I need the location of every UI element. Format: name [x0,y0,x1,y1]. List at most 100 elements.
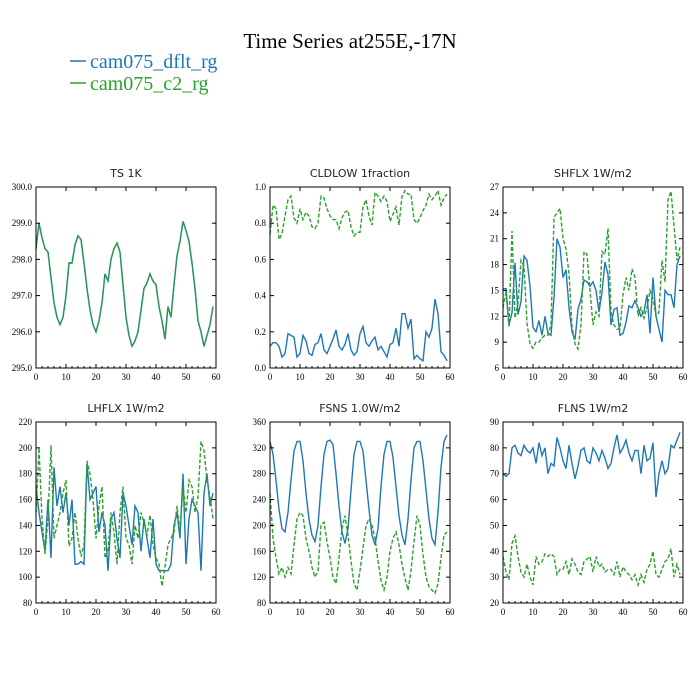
series-line-2 [502,533,681,588]
x-tick-label: 0 [34,607,39,617]
series-line-1 [35,221,214,349]
x-tick-label: 60 [446,607,456,617]
x-tick-label: 30 [122,372,132,382]
y-tick-label: 24 [490,208,500,218]
y-tick-label: 100 [19,572,33,582]
legend: cam075_dflt_rg cam075_c2_rg [70,51,217,95]
y-tick-label: 0.2 [255,327,266,337]
x-tick-label: 10 [529,372,539,382]
x-tick-label: 50 [182,607,192,617]
x-tick-label: 20 [326,607,336,617]
x-tick-label: 20 [92,607,102,617]
x-tick-label: 40 [619,372,629,382]
y-tick-label: 90 [490,417,500,427]
series-line-2 [35,441,214,587]
y-tick-label: 300.0 [12,182,33,192]
x-tick-label: 40 [619,607,629,617]
plot-frame [269,421,451,604]
y-tick-label: 120 [19,546,33,556]
legend-label-c2: cam075_c2_rg [90,73,209,95]
x-tick-label: 0 [268,372,273,382]
y-tick-label: 220 [19,417,33,427]
x-tick-label: 20 [92,372,102,382]
series-line-2 [269,493,448,595]
y-tick-label: 27 [490,182,500,192]
panel-3: SHFLX 1W/m2 0 10 20 30 40 50 60 6 9 12 15 18 21 24 27 [490,167,688,382]
x-tick-label: 30 [356,607,366,617]
x-tick-label: 50 [416,607,426,617]
y-tick-label: 0.8 [255,218,267,228]
series-line-2 [502,191,681,352]
y-tick-label: 297.0 [12,291,33,301]
y-tick-label: 299.0 [12,218,33,228]
x-tick-label: 30 [356,372,366,382]
y-tick-label: 296.0 [12,327,33,337]
x-tick-label: 10 [62,607,72,617]
x-tick-label: 10 [296,607,306,617]
panel-title: TS 1K [109,167,142,180]
y-tick-label: 0.0 [255,363,267,373]
y-tick-label: 140 [19,520,33,530]
x-tick-label: 30 [122,607,132,617]
y-tick-label: 160 [253,546,267,556]
y-tick-label: 240 [253,495,267,505]
panel-4: LHFLX 1W/m2 0 10 20 30 40 50 60 80 100 120 140 160 18… [19,402,222,617]
y-tick-label: 320 [253,443,267,453]
figure-title: Time Series at255E,-17N [243,29,456,53]
series-line-1 [269,299,448,362]
y-tick-label: 50 [490,520,500,530]
x-tick-label: 50 [649,607,659,617]
y-tick-label: 0.4 [255,291,267,301]
panel-title: LHFLX 1W/m2 [87,402,164,415]
panel-title: SHFLX 1W/m2 [554,167,632,180]
x-tick-label: 30 [589,607,599,617]
x-tick-label: 60 [212,372,222,382]
x-tick-label: 50 [416,372,426,382]
series-line-1 [502,432,681,498]
panel-5: FSNS 1.0W/m2 0 10 20 30 40 50 60 80 120 160 200 240 2… [253,402,456,617]
y-tick-label: 20 [490,598,500,608]
plot-frame [35,186,217,369]
panels-grid: TS 1K0 10 20 30 40 50 60295.0296.0297.0298.029… [12,167,688,617]
panel-2: CLDLOW 1fraction 0 10 20 30 40 50 60 0.0 0.2 0.4 0.… [255,167,455,382]
x-tick-label: 0 [501,372,506,382]
panel-1: TS 1K 0 10 20 30 40 50 60 295.0 296.0 297.0 298.0 29… [12,167,221,382]
series-line-1 [503,238,681,343]
x-tick-label: 60 [679,607,689,617]
y-tick-label: 15 [490,285,500,295]
x-tick-label: 30 [589,372,599,382]
x-tick-label: 40 [386,372,396,382]
series-line-2 [35,221,214,349]
x-tick-label: 40 [152,607,162,617]
x-tick-label: 10 [296,372,306,382]
y-tick-label: 40 [490,546,500,556]
panel-title: CLDLOW 1fraction [310,167,410,180]
y-tick-label: 200 [19,443,33,453]
y-tick-label: 160 [19,495,33,505]
y-tick-label: 0.6 [255,254,267,264]
panel-title: FLNS 1W/m2 [558,402,628,415]
y-tick-label: 180 [19,469,33,479]
y-tick-label: 280 [253,469,267,479]
x-tick-label: 10 [62,372,72,382]
x-tick-label: 60 [446,372,456,382]
y-tick-label: 295.0 [12,363,33,373]
y-tick-label: 6 [495,363,500,373]
series-line-2 [269,188,448,242]
y-tick-label: 60 [490,495,500,505]
x-tick-label: 20 [559,372,569,382]
x-tick-label: 60 [679,372,689,382]
y-tick-label: 80 [490,443,500,453]
y-tick-label: 9 [495,337,500,347]
x-tick-label: 0 [268,607,273,617]
y-tick-label: 298.0 [12,254,33,264]
x-tick-label: 20 [559,607,569,617]
x-tick-label: 40 [386,607,396,617]
y-tick-label: 21 [490,234,499,244]
plot-frame [269,186,451,369]
x-tick-label: 50 [182,372,192,382]
y-tick-label: 80 [23,598,33,608]
y-tick-label: 70 [490,469,500,479]
y-tick-label: 80 [257,598,267,608]
